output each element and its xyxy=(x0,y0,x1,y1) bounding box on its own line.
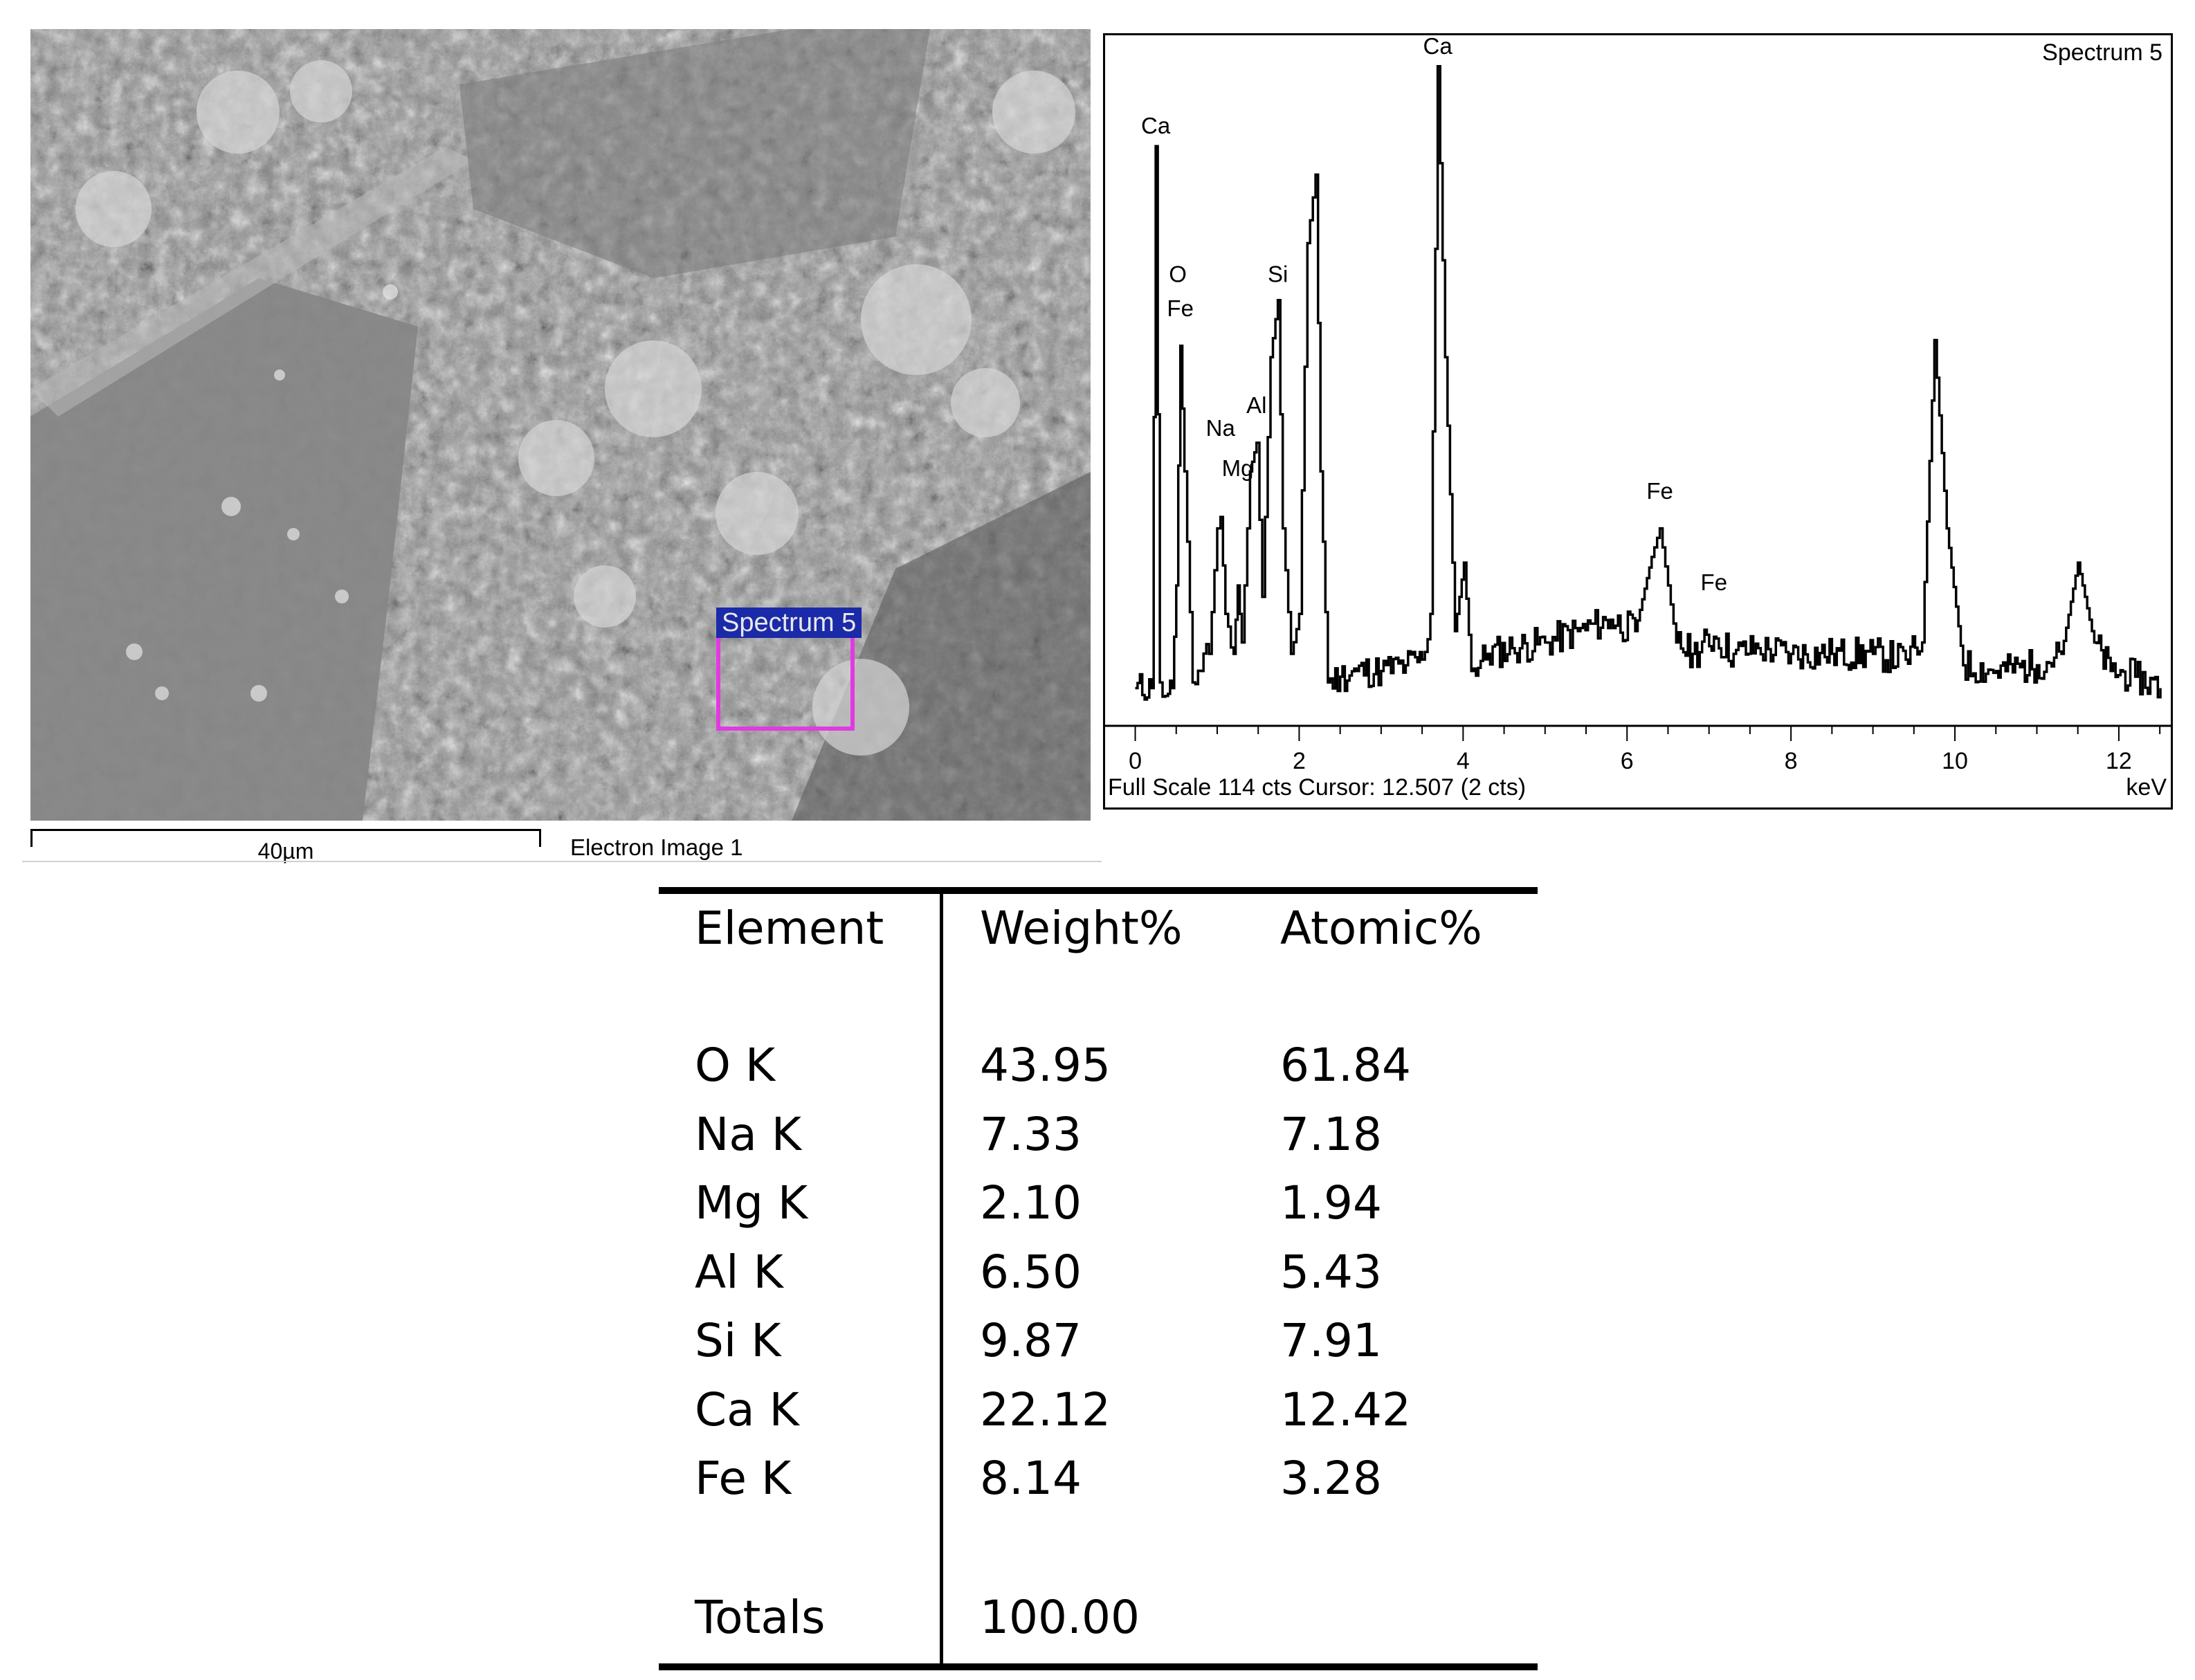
table-totals-label: Totals xyxy=(695,1591,826,1644)
x-tick-label: 0 xyxy=(1129,748,1142,774)
peak-label: Al xyxy=(1246,392,1266,418)
table-cell: Al K xyxy=(695,1245,783,1299)
spectrum-trace-group xyxy=(1135,64,2162,701)
peak-label: Ca xyxy=(1423,35,1453,59)
x-tick-label: 12 xyxy=(2106,748,2132,774)
table-bottom-rule xyxy=(659,1663,1538,1670)
table-cell: 7.91 xyxy=(1280,1314,1382,1367)
spectrum-title: Spectrum 5 xyxy=(2042,39,2162,66)
table-cell: 9.87 xyxy=(980,1314,1082,1367)
table-cell: 22.12 xyxy=(980,1382,1111,1436)
x-tick-label: 2 xyxy=(1293,748,1306,774)
table-cell: 12.42 xyxy=(1280,1382,1411,1436)
table-cell: Mg K xyxy=(695,1176,808,1230)
table-header-cell: Atomic% xyxy=(1280,902,1482,955)
table-header-cell: Element xyxy=(695,902,884,955)
electron-image-label: Electron Image 1 xyxy=(570,834,743,860)
table-cell: 2.10 xyxy=(980,1176,1082,1230)
peak-label: Mg xyxy=(1222,455,1254,481)
table-cell: 8.14 xyxy=(980,1452,1082,1505)
scale-bar xyxy=(30,829,541,847)
table-cell: 5.43 xyxy=(1280,1245,1382,1299)
table-top-rule xyxy=(659,887,1538,894)
x-tick-label: 10 xyxy=(1942,748,1968,774)
peak-label: Ca xyxy=(1141,113,1171,138)
peak-label: Si xyxy=(1268,262,1288,287)
eds-spectrum-panel: 0 2 4 6 8 10 12 Ca O Fe Na Mg Al Si Ca Fe Fe Spectrum 5… xyxy=(1103,33,2173,810)
x-tick-label: 6 xyxy=(1621,748,1634,774)
table-cell: Ca K xyxy=(695,1382,799,1436)
table-cell: 3.28 xyxy=(1280,1452,1382,1505)
composition-table: Element Weight% Atomic% O K 43.95 61.84 Na K 7.… xyxy=(659,887,1538,1670)
sem-panel-border xyxy=(22,861,1102,862)
table-cell: Na K xyxy=(695,1107,802,1161)
peak-label: O xyxy=(1169,262,1187,287)
table-cell: O K xyxy=(695,1039,776,1092)
spectrum-selection-label: Spectrum 5 xyxy=(716,608,862,638)
eds-spectrum-chart: 0 2 4 6 8 10 12 Ca O Fe Na Mg Al Si Ca Fe Fe xyxy=(1105,35,2171,774)
table-cell: 43.95 xyxy=(980,1039,1111,1092)
table-cell: 6.50 xyxy=(980,1245,1082,1299)
peak-label: Fe xyxy=(1701,569,1728,595)
full-scale-readout: Full Scale 114 cts Cursor: 12.507 (2 cts… xyxy=(1108,774,1527,801)
peak-labels: Ca O Fe Na Mg Al Si Ca Fe Fe xyxy=(1141,35,1727,595)
spectrum-selection-box[interactable] xyxy=(716,631,855,731)
spectrum-trace xyxy=(1135,64,2162,701)
table-totals-weight: 100.00 xyxy=(980,1591,1140,1644)
table-cell: 1.94 xyxy=(1280,1176,1382,1230)
table-cell: Fe K xyxy=(695,1452,792,1505)
peak-label: Fe xyxy=(1167,295,1194,321)
x-tick-label: 4 xyxy=(1457,748,1470,774)
table-header-cell: Weight% xyxy=(980,902,1183,955)
micrograph-texture xyxy=(30,29,1091,821)
spectrum-axis: 0 2 4 6 8 10 12 xyxy=(1105,724,2171,774)
x-axis-unit: keV xyxy=(2126,774,2167,801)
table-cell: 61.84 xyxy=(1280,1039,1411,1092)
table-cell: Si K xyxy=(695,1314,781,1367)
x-tick-label: 8 xyxy=(1785,748,1798,774)
peak-label: Na xyxy=(1206,415,1236,441)
peak-label: Fe xyxy=(1646,478,1673,504)
table-column-rule xyxy=(940,894,943,1663)
table-cell: 7.33 xyxy=(980,1107,1082,1161)
sem-panel: Spectrum 5 40µm Electron Image 1 xyxy=(22,26,1102,865)
table-cell: 7.18 xyxy=(1280,1107,1382,1161)
electron-micrograph xyxy=(30,29,1091,821)
scale-bar-label: 40µm xyxy=(257,839,314,864)
